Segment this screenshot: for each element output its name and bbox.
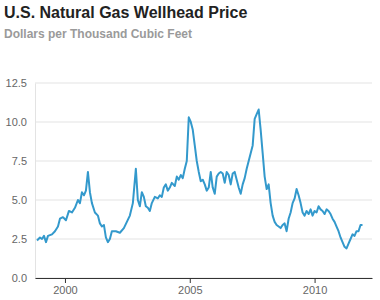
x-tick: 2005 xyxy=(178,278,202,296)
x-tick: 2010 xyxy=(303,278,327,296)
grid-line xyxy=(35,239,372,240)
grid-line xyxy=(35,200,372,201)
grid-line xyxy=(35,83,372,84)
grid-line xyxy=(35,278,372,279)
grid-line xyxy=(35,122,372,123)
x-axis-line xyxy=(36,278,373,279)
x-tick-mark xyxy=(190,278,191,283)
plot-area xyxy=(37,110,363,249)
y-tick: 5.0 xyxy=(12,194,35,206)
y-tick: 0.0 xyxy=(12,272,35,284)
y-tick-label: 5.0 xyxy=(12,194,27,206)
y-tick-label: 10.0 xyxy=(6,116,27,128)
x-tick-label: 2010 xyxy=(303,284,327,296)
y-tick: 10.0 xyxy=(6,116,35,128)
x-tick-mark xyxy=(65,278,66,283)
chart: U.S. Natural Gas Wellhead Price Dollars p… xyxy=(0,0,380,300)
y-tick: 7.5 xyxy=(12,155,35,167)
y-tick-label: 2.5 xyxy=(12,233,27,245)
x-tick-label: 2005 xyxy=(178,284,202,296)
y-axis-line xyxy=(35,84,36,279)
subtitle: Dollars per Thousand Cubic Feet xyxy=(4,27,192,41)
grid xyxy=(35,83,372,278)
y-tick-label: 12.5 xyxy=(6,77,27,89)
y-tick: 2.5 xyxy=(12,233,35,245)
title: U.S. Natural Gas Wellhead Price xyxy=(4,4,247,21)
y-axis: 0.0 2.5 5.0 7.5 10.0 12.5 xyxy=(6,77,36,284)
price-line xyxy=(37,110,363,249)
y-tick-label: 7.5 xyxy=(12,155,27,167)
x-axis: 2000 2005 2010 xyxy=(36,278,373,296)
y-tick: 12.5 xyxy=(6,77,35,89)
y-tick-label: 0.0 xyxy=(12,272,27,284)
x-tick: 2000 xyxy=(53,278,77,296)
x-tick-label: 2000 xyxy=(53,284,77,296)
x-tick-mark xyxy=(315,278,316,283)
grid-line xyxy=(35,161,372,162)
